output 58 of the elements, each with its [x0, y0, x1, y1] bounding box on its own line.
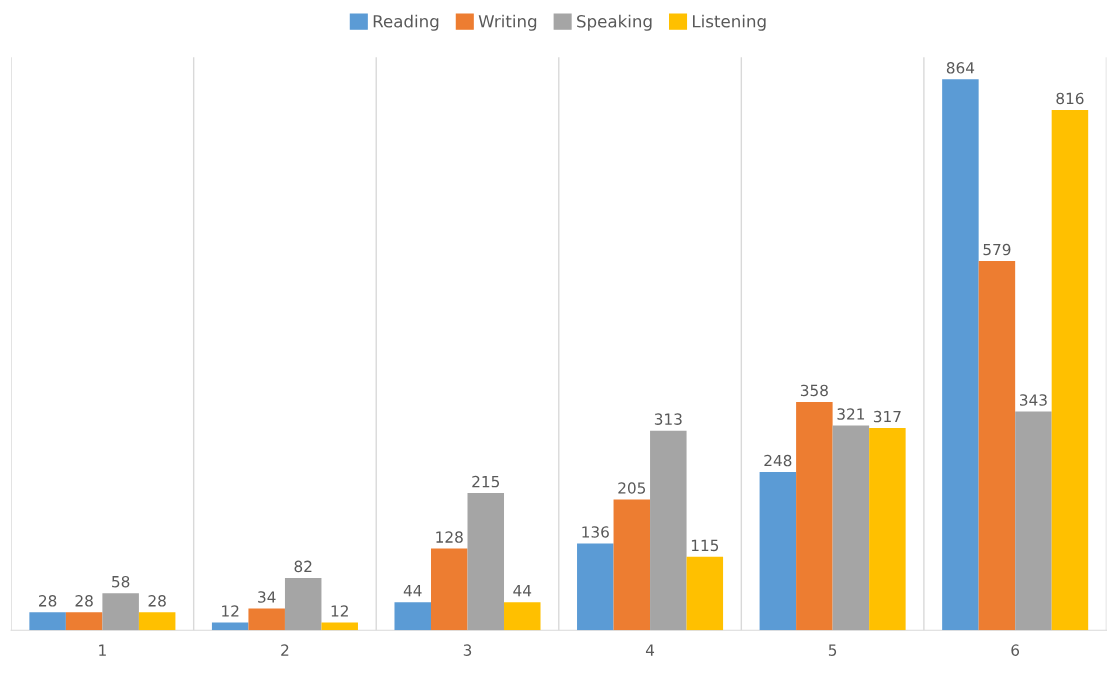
- data-label: 128: [436, 531, 463, 543]
- legend-label: Listening: [693, 14, 766, 31]
- bar: [394, 602, 431, 631]
- bar: [577, 543, 614, 631]
- bar: [211, 622, 249, 631]
- data-label: 28: [75, 595, 93, 607]
- data-label: 579: [983, 243, 1011, 256]
- data-label: 215: [472, 475, 499, 488]
- legend-label: Reading: [373, 14, 439, 31]
- data-label: 313: [654, 413, 682, 425]
- bar: [504, 602, 541, 631]
- data-label: 358: [800, 384, 828, 397]
- x-tick-label: 5: [828, 644, 837, 656]
- legend-label: Writing: [478, 14, 537, 31]
- bar: [613, 499, 651, 631]
- data-label: 321: [837, 408, 865, 420]
- bar: [321, 622, 358, 631]
- bar: [248, 608, 285, 631]
- x-tick-label: 3: [463, 644, 472, 656]
- x-tick-label: 4: [645, 644, 655, 656]
- data-label: 136: [582, 526, 609, 538]
- bar: [650, 430, 687, 631]
- data-label: 248: [764, 454, 792, 467]
- legend-label: Speaking: [577, 14, 652, 31]
- x-tick-label: 2: [281, 644, 289, 656]
- bar: [467, 493, 505, 631]
- data-label: 12: [331, 605, 348, 617]
- x-tick-label: 1: [99, 644, 106, 656]
- data-label: 58: [112, 575, 130, 588]
- bar: [796, 401, 833, 631]
- bar: [430, 548, 468, 631]
- bar: [65, 612, 103, 631]
- data-label: 28: [39, 595, 57, 607]
- data-label: 816: [1056, 92, 1084, 105]
- data-label: 28: [148, 595, 166, 607]
- bar: [686, 556, 724, 631]
- bar: [942, 79, 979, 631]
- bar: [978, 261, 1016, 631]
- bar: [759, 472, 797, 631]
- bar: [1051, 109, 1089, 631]
- data-label: 12: [222, 605, 239, 617]
- bar: [138, 612, 176, 631]
- data-label: 343: [1020, 394, 1047, 406]
- data-label: 317: [873, 410, 901, 423]
- bar: [102, 593, 139, 631]
- bar: [869, 428, 906, 631]
- data-label: 82: [294, 560, 312, 573]
- data-label: 44: [403, 585, 422, 597]
- x-tick-label: 6: [1011, 644, 1020, 656]
- data-label: 44: [513, 585, 532, 597]
- bar: [832, 425, 870, 631]
- bar: [1015, 411, 1052, 631]
- data-label: 864: [946, 62, 975, 74]
- bar: [284, 577, 322, 631]
- data-label: 34: [258, 591, 276, 603]
- data-label: 205: [618, 482, 646, 494]
- data-label: 115: [691, 539, 719, 552]
- bar: [29, 612, 66, 631]
